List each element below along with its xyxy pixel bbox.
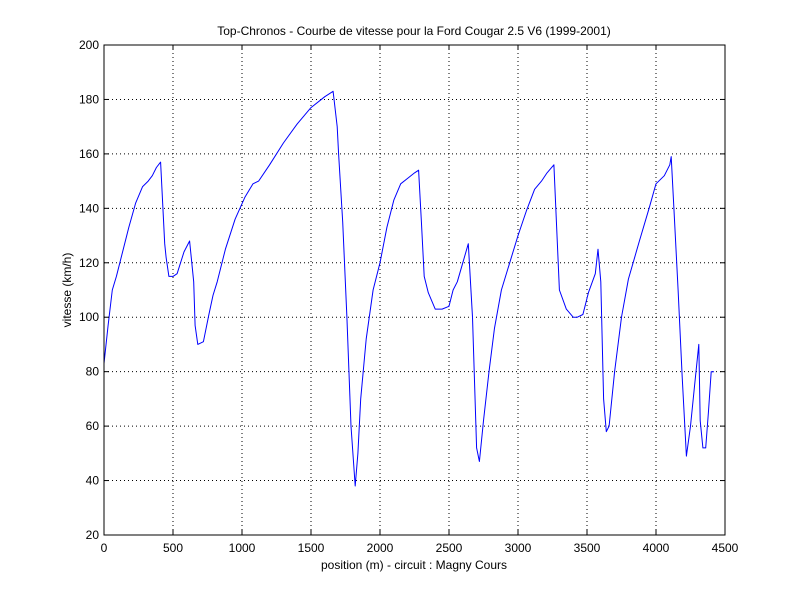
y-tick-label: 60 (86, 419, 100, 433)
x-tick-label: 3000 (505, 541, 532, 555)
x-tick-label: 1000 (229, 541, 256, 555)
y-tick-label: 180 (79, 92, 99, 106)
plot-area (103, 90, 714, 487)
y-tick-label: 100 (79, 310, 99, 324)
x-tick-label: 1500 (298, 541, 325, 555)
y-tick-label: 80 (86, 365, 100, 379)
speed-series-line (103, 90, 714, 487)
chart-title: Top-Chronos - Courbe de vitesse pour la … (217, 24, 611, 38)
x-tick-label: 4000 (643, 541, 670, 555)
x-tick-label: 4500 (712, 541, 739, 555)
y-tick-label: 200 (79, 38, 99, 52)
axis-ticks: 0 500 1000 1500 2000 2500 3000 3500 4000 4500 20 40… (79, 38, 739, 555)
y-axis-label: vitesse (km/h) (60, 253, 74, 328)
y-tick-label: 140 (79, 201, 99, 215)
grid (104, 45, 725, 535)
y-tick-label: 20 (86, 528, 100, 542)
axes-box (103, 44, 726, 536)
x-tick-label: 2500 (436, 541, 463, 555)
x-axis-label: position (m) - circuit : Magny Cours (321, 558, 507, 572)
y-tick-label: 120 (79, 256, 99, 270)
x-tick-label: 500 (163, 541, 183, 555)
y-tick-label: 160 (79, 147, 99, 161)
x-tick-label: 2000 (367, 541, 394, 555)
x-tick-label: 3500 (574, 541, 601, 555)
y-tick-label: 40 (86, 474, 100, 488)
x-tick-label: 0 (101, 541, 108, 555)
